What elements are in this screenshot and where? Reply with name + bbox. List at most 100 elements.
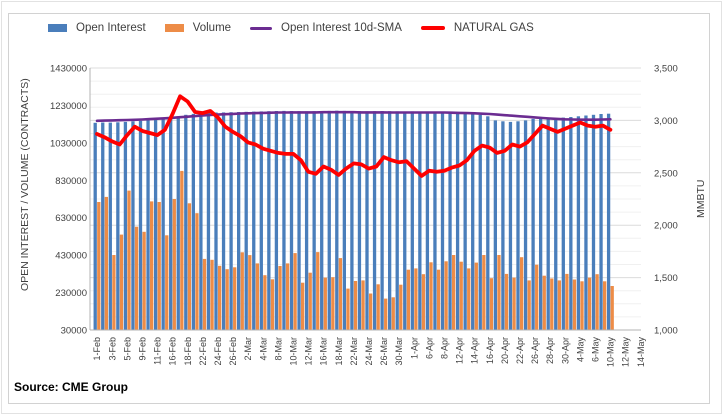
open-interest-bar	[206, 112, 211, 331]
x-axis-label: 18-Mar	[334, 337, 344, 366]
volume-bar	[202, 258, 207, 330]
x-axis-label: 12-May	[621, 337, 631, 368]
open-interest-bar	[237, 112, 241, 330]
volume-bar	[217, 265, 222, 330]
volume-bar	[187, 203, 192, 330]
legend-label: Volume	[192, 22, 232, 34]
x-axis-label: 8-Apr	[440, 337, 450, 359]
open-interest-swatch-icon	[48, 24, 67, 32]
volume-bar	[452, 255, 456, 330]
open-interest-bar	[380, 111, 384, 330]
volume-bar	[248, 255, 252, 330]
volume-bar	[580, 281, 584, 330]
sma-line-swatch-icon	[250, 26, 273, 30]
open-interest-bar	[312, 111, 316, 330]
open-interest-bar	[591, 114, 596, 330]
volume-bar	[459, 261, 463, 330]
left-axis-ticks: 1430000 1230000 1030000 830000 630000 430000 2…	[50, 64, 87, 337]
open-interest-bar	[478, 114, 482, 330]
open-interest-bar	[501, 121, 505, 330]
x-axis-label: 30-Mar	[394, 337, 404, 366]
x-axis-label: 6-Apr	[424, 337, 434, 359]
volume-bar	[157, 202, 161, 330]
x-axis-label: 3-Feb	[107, 337, 117, 361]
x-axis-label: 16-Feb	[168, 337, 178, 366]
x-axis-label: 26-Mar	[379, 337, 389, 366]
x-axis-label: 5-Feb	[122, 337, 132, 361]
x-axis-label: 16-Apr	[485, 337, 495, 364]
right-axis-ticks: 3,500 3,000 2,500 2,000 1,500 1,000	[654, 64, 678, 337]
open-interest-bar	[410, 111, 414, 331]
open-interest-bar	[463, 113, 467, 330]
open-interest-bar	[388, 111, 392, 330]
open-interest-bar	[350, 111, 354, 330]
left-axis-tick: 1430000	[50, 64, 87, 75]
open-interest-bar	[584, 115, 588, 330]
open-interest-bar	[486, 116, 490, 330]
left-axis-tick: 430000	[55, 251, 87, 262]
open-interest-bar	[221, 112, 226, 331]
open-interest-bar	[561, 117, 565, 330]
volume-bar	[406, 269, 410, 330]
volume-bar	[512, 277, 516, 330]
open-interest-bar	[508, 121, 513, 331]
volume-bar	[421, 274, 426, 330]
open-interest-bar	[116, 122, 120, 330]
volume-bar	[308, 272, 312, 330]
volume-bar	[384, 298, 388, 330]
x-axis-label: 12-Apr	[455, 337, 465, 364]
volume-bar	[225, 269, 229, 330]
left-axis-tick: 1030000	[50, 138, 87, 149]
open-interest-bar	[282, 110, 286, 331]
volume-bar	[603, 281, 607, 330]
open-interest-bar	[493, 120, 497, 331]
volume-bar	[316, 252, 320, 330]
x-axis-label: 24-Mar	[364, 337, 374, 366]
x-axis-label: 18-Feb	[183, 337, 193, 366]
chart-legend: Open Interest Volume Open Interest 10d-S…	[48, 22, 534, 34]
open-interest-bar	[440, 112, 445, 330]
open-interest-bar	[138, 120, 143, 330]
volume-bar	[444, 261, 448, 330]
volume-bar	[414, 268, 418, 330]
volume-swatch-icon	[164, 24, 184, 32]
open-interest-bar	[297, 111, 301, 330]
x-axis-label: 14-Apr	[470, 337, 480, 364]
open-interest-bar	[395, 111, 399, 331]
volume-bar	[391, 297, 395, 331]
volume-bar	[474, 262, 478, 330]
open-interest-bar	[259, 111, 263, 331]
open-interest-bar	[184, 114, 188, 330]
open-interest-bar	[131, 121, 135, 330]
x-axis-label: 10-May	[606, 337, 616, 368]
volume-bar	[527, 280, 531, 330]
open-interest-bar	[214, 112, 218, 330]
open-interest-bar	[599, 114, 603, 330]
x-axis-label: 12-Mar	[304, 337, 314, 366]
open-interest-bar	[425, 111, 430, 330]
legend-label: Open Interest	[76, 22, 146, 34]
x-axis-label: 22-Feb	[198, 337, 208, 366]
volume-bar	[104, 196, 108, 330]
right-axis-tick: 3,000	[654, 116, 678, 127]
sma-line	[95, 110, 612, 123]
x-axis-label: 22-Apr	[515, 337, 525, 364]
open-interest-bar	[229, 112, 233, 330]
open-interest-bar	[372, 111, 377, 330]
open-interest-bar	[93, 122, 97, 330]
volume-bar	[361, 280, 365, 330]
volume-bar	[482, 255, 486, 330]
legend-item-sma: Open Interest 10d-SMA	[250, 22, 402, 34]
legend-item-natural-gas: NATURAL GAS	[420, 22, 534, 34]
open-interest-bar	[101, 122, 105, 330]
volume-bar	[278, 266, 282, 330]
x-axis-label: 1-Apr	[409, 337, 419, 359]
open-interest-bar	[342, 110, 346, 331]
volume-bar	[323, 277, 327, 330]
open-interest-bar	[320, 111, 324, 330]
open-interest-bar	[327, 110, 331, 331]
open-interest-bar	[365, 111, 369, 331]
volume-bar	[436, 269, 441, 330]
volume-bar	[150, 201, 154, 330]
x-axis-label: 4-Mar	[258, 337, 268, 361]
